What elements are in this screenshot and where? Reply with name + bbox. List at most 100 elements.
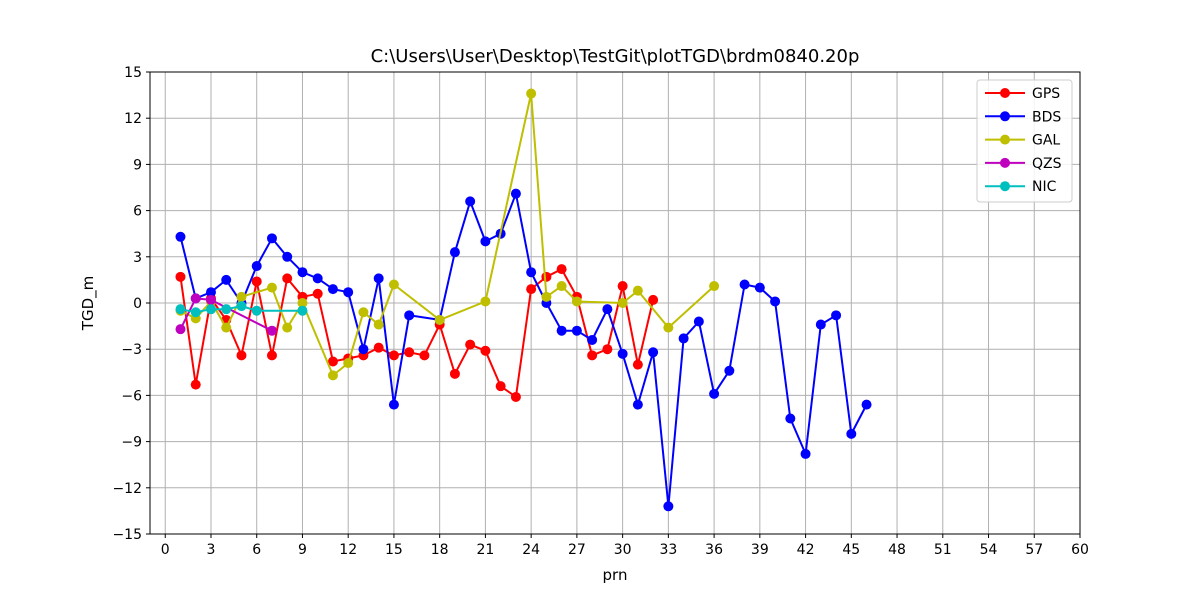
data-point-gal — [709, 281, 720, 292]
data-point-gps — [312, 288, 323, 299]
data-point-gal — [541, 291, 552, 302]
data-point-bds — [556, 325, 567, 336]
data-point-bds — [282, 251, 293, 262]
y-tick-label: 6 — [133, 204, 142, 220]
legend-marker-gps — [1000, 88, 1010, 98]
y-tick-label: 15 — [124, 65, 142, 81]
legend-marker-nic — [1000, 181, 1010, 192]
data-point-nic — [221, 304, 232, 315]
x-tick-label: 36 — [705, 542, 723, 558]
ticks: 0 3 6 9 12 15 18 21 24 27 30 33 36 39 42 45 48 51 54 57 60−1… — [112, 65, 1088, 558]
data-point-gps — [495, 381, 506, 392]
legend-label-nic: NIC — [1032, 179, 1057, 195]
y-tick-label: −3 — [121, 342, 142, 358]
y-tick-label: −9 — [121, 435, 142, 451]
data-point-gal — [282, 322, 293, 333]
y-tick-label: 3 — [133, 250, 142, 266]
data-point-bds — [846, 428, 857, 439]
data-point-bds — [587, 334, 598, 345]
data-point-bds — [373, 273, 384, 284]
x-tick-label: 6 — [252, 542, 261, 558]
data-point-bds — [663, 501, 674, 512]
data-point-bds — [297, 267, 308, 278]
legend-marker-qzs — [1000, 157, 1010, 168]
data-point-bds — [785, 413, 796, 424]
series-bds — [175, 188, 872, 512]
data-point-gal — [388, 279, 399, 290]
data-point-gal — [632, 285, 643, 296]
data-point-gps — [602, 344, 613, 355]
data-point-gps — [526, 284, 537, 295]
data-point-nic — [175, 304, 186, 315]
data-point-nic — [251, 305, 262, 316]
data-point-gps — [251, 276, 262, 287]
data-point-gps — [617, 281, 628, 292]
y-tick-label: 0 — [133, 296, 142, 312]
series-layer — [175, 88, 872, 512]
data-point-bds — [251, 261, 262, 272]
data-point-bds — [754, 282, 765, 293]
data-point-gps — [556, 264, 567, 275]
data-point-bds — [465, 196, 476, 207]
data-point-gal — [236, 291, 247, 302]
data-point-nic — [205, 304, 216, 315]
chart-title: C:\Users\User\Desktop\TestGit\plotTGD\br… — [371, 46, 860, 67]
data-point-gps — [404, 347, 415, 358]
data-point-bds — [800, 448, 811, 459]
data-point-gps — [541, 271, 552, 282]
data-point-gal — [343, 358, 354, 369]
data-point-bds — [709, 388, 720, 399]
data-point-bds — [648, 347, 659, 358]
series-line-qzs — [179, 297, 273, 332]
x-tick-label: 18 — [431, 542, 449, 558]
data-point-gal — [266, 282, 277, 293]
legend-label-bds: BDS — [1032, 109, 1061, 125]
data-point-bds — [510, 188, 521, 199]
data-point-gps — [373, 342, 384, 353]
data-point-gal — [526, 88, 537, 99]
x-tick-label: 48 — [888, 542, 906, 558]
data-point-gps — [236, 350, 247, 361]
data-point-bds — [205, 287, 216, 298]
data-point-gps — [175, 271, 186, 282]
data-point-bds — [861, 399, 872, 410]
x-tick-label: 21 — [476, 542, 494, 558]
data-point-qzs — [175, 324, 186, 335]
data-point-qzs — [205, 294, 216, 305]
data-point-bds — [617, 348, 628, 359]
legend-marker-bds — [1000, 111, 1010, 122]
legend: GPS BDS GAL QZS NIC — [976, 79, 1073, 203]
data-point-gps — [648, 294, 659, 305]
data-point-gal — [221, 322, 232, 333]
x-tick-label: 54 — [980, 542, 998, 558]
data-point-bds — [312, 273, 323, 284]
x-tick-label: 30 — [614, 542, 632, 558]
data-point-gps — [510, 391, 521, 402]
data-point-nic — [190, 307, 201, 318]
x-tick-label: 15 — [385, 542, 403, 558]
data-point-bds — [632, 399, 643, 410]
data-point-gps — [388, 350, 399, 361]
data-point-bds — [221, 274, 232, 285]
series-nic — [175, 301, 308, 318]
data-point-bds — [693, 316, 704, 327]
data-point-bds — [678, 333, 689, 344]
data-point-gal — [663, 322, 674, 333]
data-point-bds — [388, 399, 399, 410]
data-point-gal — [480, 296, 491, 307]
x-tick-label: 24 — [522, 542, 540, 558]
data-point-bds — [571, 325, 582, 336]
legend-label-qzs: QZS — [1032, 156, 1062, 172]
data-point-gps — [480, 345, 491, 356]
y-tick-label: −15 — [112, 527, 142, 543]
data-point-gps — [282, 273, 293, 284]
data-point-bds — [266, 233, 277, 244]
data-point-gps — [587, 350, 598, 361]
data-point-bds — [358, 344, 369, 355]
data-point-qzs — [190, 293, 201, 304]
data-point-bds — [175, 231, 186, 242]
data-point-nic — [297, 305, 308, 316]
data-point-bds — [449, 247, 460, 258]
data-point-gps — [190, 379, 201, 390]
